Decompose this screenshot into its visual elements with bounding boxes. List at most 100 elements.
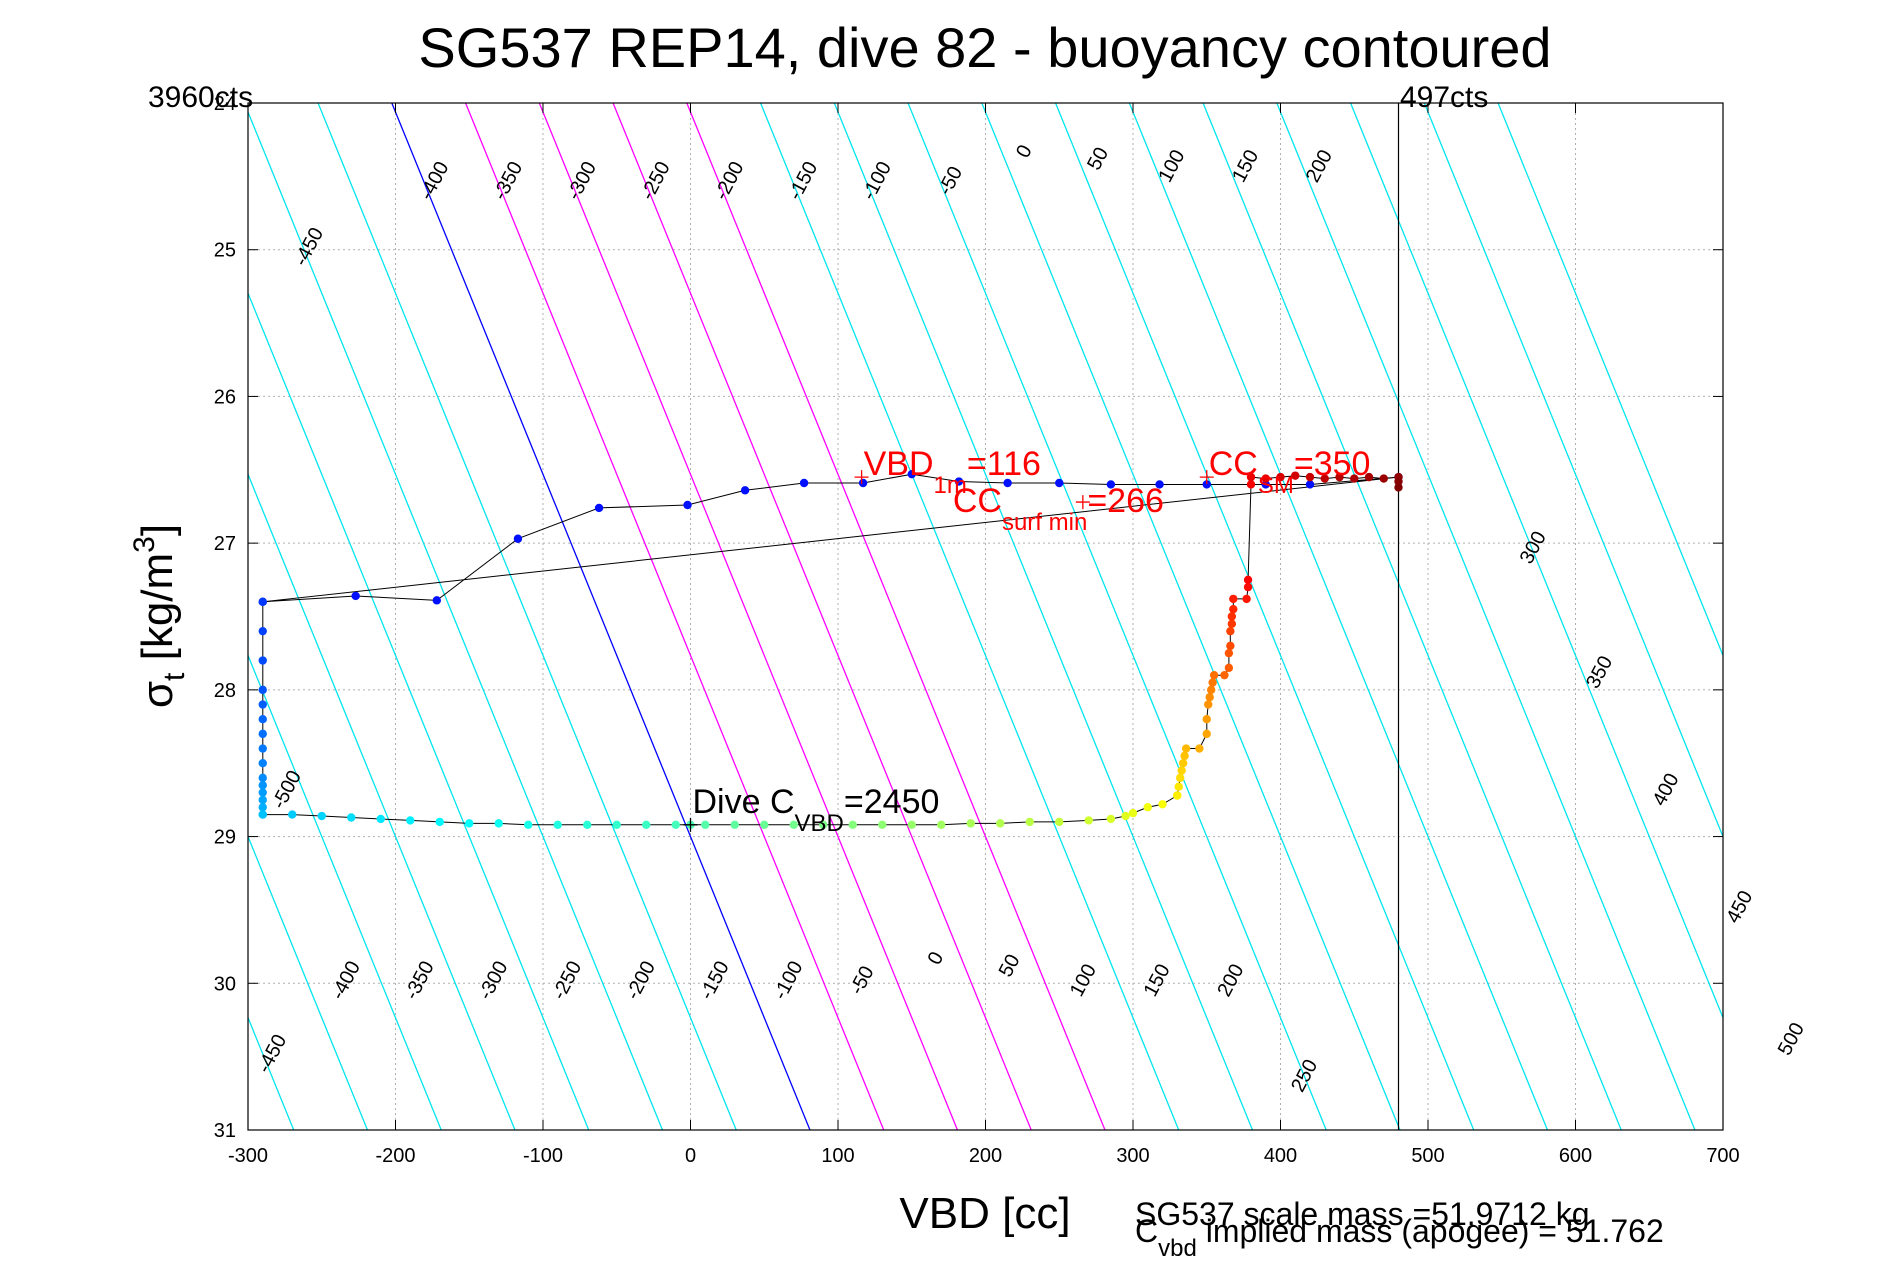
annotation-base: Dive C	[693, 783, 795, 821]
contour-label: 50	[995, 951, 1025, 981]
data-point	[1121, 811, 1130, 821]
contour-line	[1054, 103, 1475, 1130]
data-point	[258, 715, 267, 724]
implied-mass-text: Cvbd implied mass (apogee) = 51.762	[1135, 1213, 1664, 1262]
data-point	[1261, 474, 1270, 483]
data-point	[1379, 474, 1388, 483]
annotation-ccsurf: CCsurf min=266	[953, 482, 1164, 536]
data-point	[347, 813, 356, 822]
data-point	[1204, 700, 1213, 709]
contour-line	[686, 103, 1106, 1130]
data-point	[1394, 483, 1403, 492]
contour-line	[0, 103, 72, 1130]
data-point	[406, 816, 415, 825]
annotation-value: =266	[1087, 482, 1164, 520]
contour-line	[0, 103, 220, 1130]
data-point	[1202, 480, 1211, 489]
data-point	[878, 820, 887, 830]
data-point	[1173, 791, 1182, 800]
data-point	[583, 820, 592, 830]
contour-label: -50	[934, 163, 967, 199]
y-tick-label: 31	[214, 1120, 236, 1142]
data-point	[848, 820, 857, 830]
data-point	[1227, 619, 1237, 629]
x-tick-label: -300	[228, 1145, 268, 1167]
annotation-ccsm: CCSM=350	[1209, 445, 1371, 499]
y-label-base: σ	[133, 681, 182, 708]
data-point	[1246, 480, 1256, 489]
data-point	[789, 820, 798, 830]
x-tick-label: 400	[1264, 1145, 1297, 1167]
data-point	[1291, 471, 1300, 480]
data-point	[1208, 678, 1217, 687]
data-point	[642, 820, 651, 830]
contour-line	[248, 110, 664, 1130]
data-point	[683, 500, 692, 510]
annotation-marker	[854, 470, 869, 485]
plot-frame	[247, 102, 1724, 1131]
data-point	[760, 820, 769, 830]
contour-label: 250	[1287, 1056, 1322, 1096]
contour-label: 150	[1228, 146, 1263, 186]
data-point	[730, 820, 739, 830]
x-axis-label: VBD [cc]	[899, 1189, 1070, 1238]
data-point	[612, 820, 621, 830]
y-tick-label: 27	[214, 533, 236, 555]
y-label-unit: [kg/m	[133, 553, 182, 673]
contour-label: -100	[858, 158, 896, 204]
contour-line	[538, 103, 959, 1130]
data-point	[1206, 685, 1216, 695]
y-tick-label: 25	[214, 240, 236, 262]
data-point	[258, 781, 267, 790]
data-point	[954, 477, 964, 486]
contour-label: -150	[784, 158, 822, 204]
data-point	[1220, 670, 1229, 680]
data-point	[1335, 472, 1344, 482]
y-label-sup: 3	[128, 536, 161, 553]
annotation-sub: SM	[1258, 472, 1294, 499]
data-point	[1055, 817, 1064, 827]
contour-label: -300	[474, 958, 512, 1004]
data-point	[1320, 474, 1329, 483]
annotation-base: VBD	[864, 445, 934, 483]
data-point	[494, 819, 503, 828]
contour-line	[248, 834, 369, 1130]
data-point	[1143, 803, 1152, 812]
data-point	[258, 773, 267, 783]
data-point	[1226, 641, 1235, 651]
annotation-value: =350	[1294, 445, 1371, 483]
x-tick-label: 600	[1559, 1145, 1592, 1167]
contour-line	[907, 103, 1327, 1130]
annotation-sub: VBD	[795, 810, 844, 837]
contour-line	[1497, 103, 1723, 658]
data-point	[258, 729, 267, 739]
x-tick-label: -100	[523, 1145, 563, 1167]
data-point	[1181, 744, 1191, 753]
x-tick-label: 100	[821, 1145, 854, 1167]
data-point	[1084, 816, 1093, 825]
data-point	[258, 685, 267, 695]
data-point	[1243, 582, 1253, 592]
svg-text:σt [kg/m3]: σt [kg/m3]	[128, 524, 191, 708]
data-point	[1025, 817, 1034, 827]
data-points	[258, 469, 1403, 830]
annotation-sub: surf min	[1002, 509, 1087, 536]
implied-sub: vbd	[1158, 1235, 1197, 1262]
x-axis-ticks: -300 -200 -100 0 100 200 300 400 500 600 700	[228, 103, 1740, 1167]
contour-label: -150	[696, 958, 734, 1004]
x-tick-label: -200	[375, 1145, 415, 1167]
data-point	[1202, 729, 1211, 739]
data-point	[594, 503, 604, 513]
contour-label: -300	[563, 158, 601, 204]
annotation-value: =116	[967, 445, 1041, 483]
left-counts-label: 3960cts	[148, 81, 253, 114]
y-tick-label: 28	[214, 680, 236, 702]
contour-label: 500	[1774, 1019, 1809, 1059]
data-point	[258, 795, 267, 805]
annotation-sub: 1m	[934, 472, 967, 499]
annotation-base: CC	[1209, 445, 1258, 483]
contour-label: -400	[415, 158, 453, 204]
data-point	[1003, 478, 1012, 488]
data-point	[258, 597, 267, 607]
annotation-value: =2450	[844, 783, 940, 821]
